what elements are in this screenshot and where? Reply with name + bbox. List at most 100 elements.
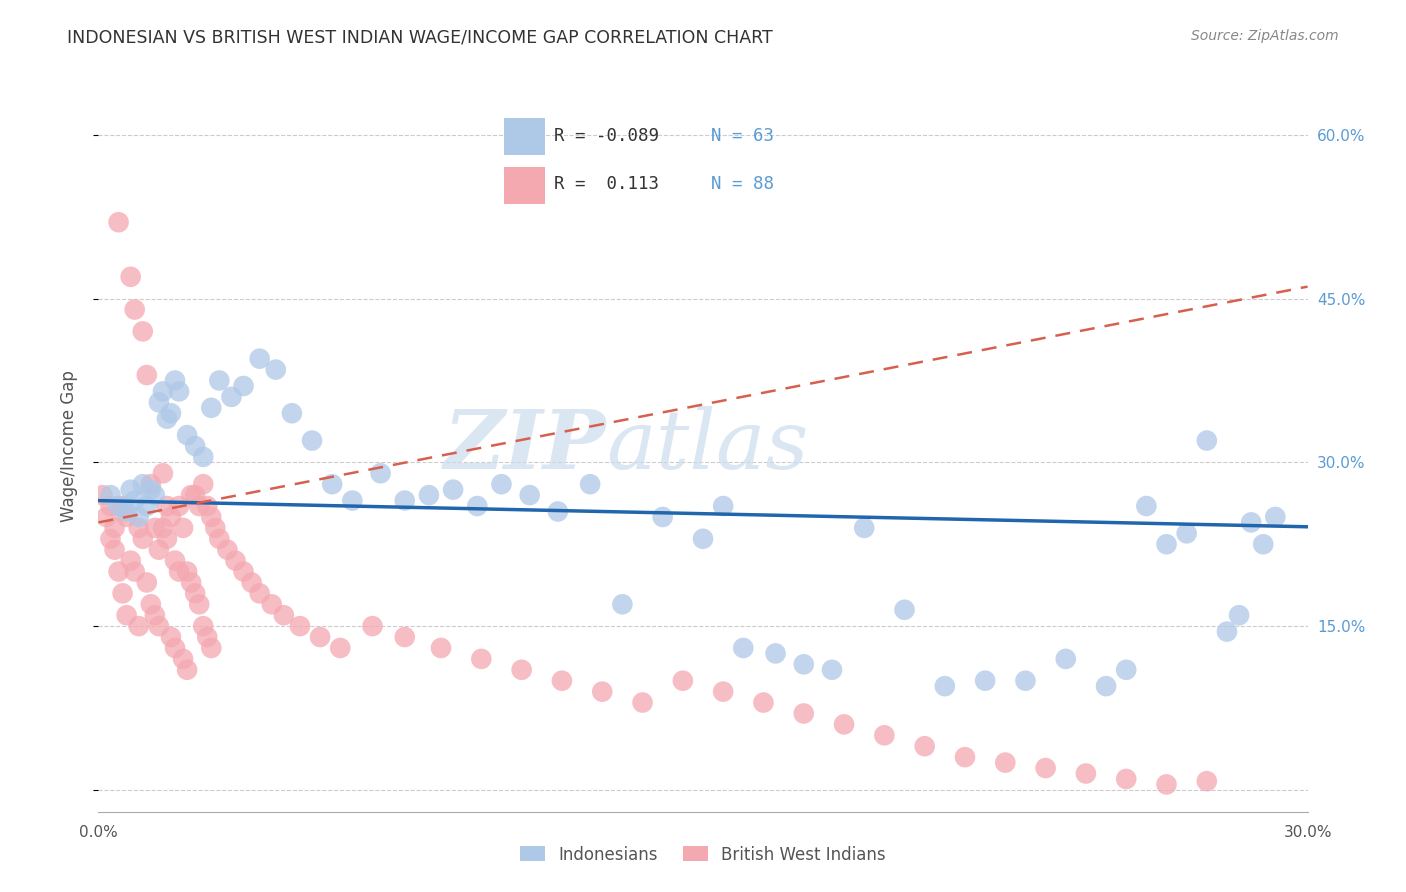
Point [107, 215, 129, 229]
Point [143, 488, 166, 502]
Point [342, 493, 364, 508]
Point [672, 673, 695, 688]
Point [139, 477, 162, 491]
Point [124, 493, 146, 508]
Point [115, 608, 138, 623]
Point [821, 663, 844, 677]
Point [934, 679, 956, 693]
Point [329, 640, 352, 655]
Point [193, 477, 215, 491]
Point [1054, 652, 1077, 666]
Point [176, 428, 198, 442]
Point [631, 696, 654, 710]
Point [240, 575, 263, 590]
Point [167, 499, 190, 513]
Point [200, 401, 222, 415]
Point [163, 640, 186, 655]
Point [612, 597, 634, 611]
Point [1195, 774, 1218, 789]
Point [132, 477, 155, 491]
Point [441, 483, 464, 497]
Point [188, 499, 211, 513]
Point [465, 499, 488, 513]
Point [128, 510, 150, 524]
Point [853, 521, 876, 535]
Point [188, 597, 211, 611]
Point [193, 619, 215, 633]
Point [361, 619, 384, 633]
Point [994, 756, 1017, 770]
Y-axis label: Wage/Income Gap: Wage/Income Gap [59, 370, 77, 522]
Point [195, 630, 218, 644]
Point [107, 499, 129, 513]
Point [200, 510, 222, 524]
Point [176, 565, 198, 579]
Point [692, 532, 714, 546]
Point [111, 586, 134, 600]
Point [547, 504, 569, 518]
Text: ZIP: ZIP [444, 406, 606, 486]
Point [200, 640, 222, 655]
Point [281, 406, 304, 420]
Point [96, 510, 118, 524]
Point [132, 324, 155, 338]
Point [107, 565, 129, 579]
Point [221, 390, 243, 404]
Point [152, 521, 174, 535]
Point [394, 630, 416, 644]
Point [103, 542, 125, 557]
Point [491, 477, 513, 491]
Point [217, 542, 239, 557]
Point [148, 395, 170, 409]
Point [184, 586, 207, 600]
Point [651, 510, 673, 524]
Text: Source: ZipAtlas.com: Source: ZipAtlas.com [1191, 29, 1339, 43]
Legend: Indonesians, British West Indians: Indonesians, British West Indians [513, 839, 893, 871]
Point [1156, 537, 1178, 551]
Point [176, 663, 198, 677]
Point [160, 630, 183, 644]
Text: INDONESIAN VS BRITISH WEST INDIAN WAGE/INCOME GAP CORRELATION CHART: INDONESIAN VS BRITISH WEST INDIAN WAGE/I… [67, 29, 773, 46]
Point [128, 521, 150, 535]
Point [100, 488, 122, 502]
Point [152, 467, 174, 481]
Point [793, 657, 815, 672]
Point [953, 750, 976, 764]
Point [1251, 537, 1274, 551]
Point [711, 684, 734, 698]
Point [321, 477, 343, 491]
Point [301, 434, 323, 448]
Point [232, 379, 254, 393]
Point [120, 554, 142, 568]
Point [148, 619, 170, 633]
Point [128, 619, 150, 633]
Point [893, 603, 915, 617]
Point [1014, 673, 1036, 688]
Point [1216, 624, 1239, 639]
Point [152, 384, 174, 399]
Point [156, 411, 179, 425]
Point [1035, 761, 1057, 775]
Point [914, 739, 936, 754]
Point [208, 374, 231, 388]
Point [184, 488, 207, 502]
Point [232, 565, 254, 579]
Point [135, 575, 157, 590]
Point [172, 652, 194, 666]
Point [430, 640, 453, 655]
Point [143, 608, 166, 623]
Point [1135, 499, 1157, 513]
Point [156, 532, 179, 546]
Point [273, 608, 295, 623]
Point [143, 521, 166, 535]
Point [148, 542, 170, 557]
Point [132, 532, 155, 546]
Point [1156, 777, 1178, 791]
Point [204, 521, 226, 535]
Point [160, 406, 183, 420]
Point [1175, 526, 1198, 541]
Point [591, 684, 613, 698]
Point [172, 521, 194, 535]
Point [470, 652, 492, 666]
Point [195, 499, 218, 513]
